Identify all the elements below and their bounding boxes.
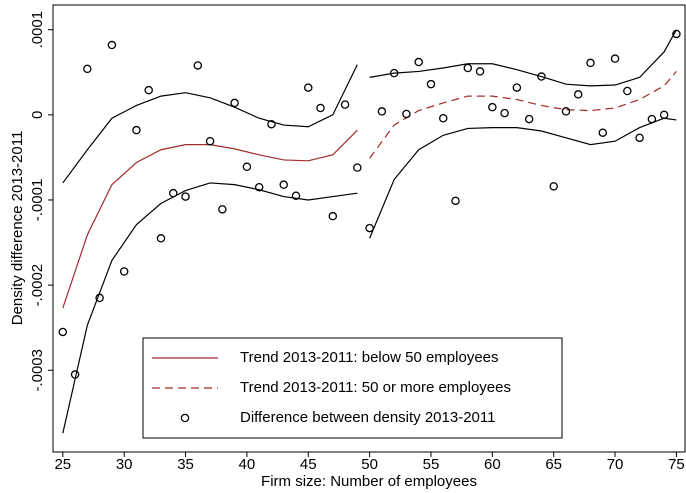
- data-point: [119, 267, 129, 276]
- y-axis-title: Density difference 2013-2011: [9, 131, 26, 326]
- data-point: [279, 180, 288, 189]
- legend-label: Trend 2013-2011: 50 or more employees: [240, 379, 511, 396]
- data-point: [377, 107, 387, 116]
- data-point: [672, 29, 681, 39]
- data-point: [353, 163, 362, 172]
- data-point: [169, 188, 178, 198]
- x-tick-label: 50: [361, 456, 378, 473]
- data-point: [95, 293, 104, 303]
- data-point: [83, 64, 92, 74]
- data-point: [573, 90, 583, 99]
- data-point: [365, 223, 374, 233]
- x-tick-label: 30: [116, 456, 133, 473]
- data-point: [70, 370, 80, 379]
- confidence-bound: [62, 64, 358, 184]
- y-tick-label: .0001: [29, 11, 46, 49]
- data-point: [242, 162, 252, 172]
- confidence-bound: [369, 117, 677, 239]
- x-tick-label: 35: [177, 456, 194, 473]
- data-point: [205, 136, 215, 146]
- y-tick-label: 0: [29, 111, 46, 119]
- data-point: [156, 234, 166, 243]
- data-point: [451, 196, 460, 206]
- data-point: [181, 192, 190, 201]
- x-tick-label: 55: [423, 456, 440, 473]
- x-tick-label: 75: [668, 456, 685, 473]
- data-point: [291, 191, 301, 200]
- data-point: [144, 85, 153, 95]
- data-point: [304, 83, 313, 92]
- data-point: [267, 119, 276, 129]
- data-point: [537, 72, 546, 81]
- data-point: [426, 79, 436, 89]
- data-point: [230, 98, 239, 108]
- data-point: [524, 114, 534, 124]
- data-point: [488, 102, 497, 112]
- data-point: [647, 114, 657, 124]
- data-point: [438, 113, 448, 123]
- data-point: [623, 86, 632, 96]
- data-point: [254, 182, 264, 192]
- legend-label: Difference between density 2013-2011: [240, 409, 495, 426]
- data-point: [107, 40, 117, 50]
- data-point: [598, 128, 608, 137]
- y-tick-label: -.0001: [29, 179, 46, 222]
- data-point: [316, 103, 325, 113]
- trend-line: [369, 71, 677, 159]
- data-point: [328, 211, 338, 221]
- x-tick-label: 60: [484, 456, 501, 473]
- x-tick-label: 45: [300, 456, 317, 473]
- x-axis-title: Firm size: Number of employees: [261, 473, 477, 490]
- data-point: [463, 63, 473, 73]
- x-tick-label: 70: [607, 456, 624, 473]
- plot-frame: [52, 4, 686, 453]
- data-point: [561, 107, 571, 116]
- legend-key: [180, 413, 190, 423]
- x-tick-label: 25: [54, 456, 71, 473]
- legend-box: [142, 337, 563, 439]
- data-point: [389, 68, 399, 78]
- y-tick-label: -.0002: [29, 264, 46, 307]
- x-tick-label: 40: [239, 456, 256, 473]
- x-tick-label: 65: [545, 456, 562, 473]
- trend-line: [62, 129, 358, 309]
- confidence-bound: [62, 182, 358, 434]
- data-point: [512, 83, 522, 92]
- data-point: [132, 125, 141, 135]
- data-point: [340, 100, 350, 109]
- data-point: [414, 57, 423, 67]
- data-point: [475, 67, 485, 76]
- data-point: [549, 182, 558, 191]
- data-point: [193, 61, 203, 70]
- data-point: [402, 109, 411, 119]
- data-point: [500, 108, 509, 118]
- data-point: [610, 54, 620, 63]
- confidence-bound: [369, 29, 677, 87]
- data-point: [635, 133, 644, 143]
- y-tick-label: -.0003: [29, 349, 46, 392]
- data-point: [58, 327, 68, 337]
- data-point: [218, 205, 227, 214]
- data-point: [586, 58, 595, 68]
- data-point: [659, 110, 669, 120]
- legend-label: Trend 2013-2011: below 50 employees: [240, 349, 499, 366]
